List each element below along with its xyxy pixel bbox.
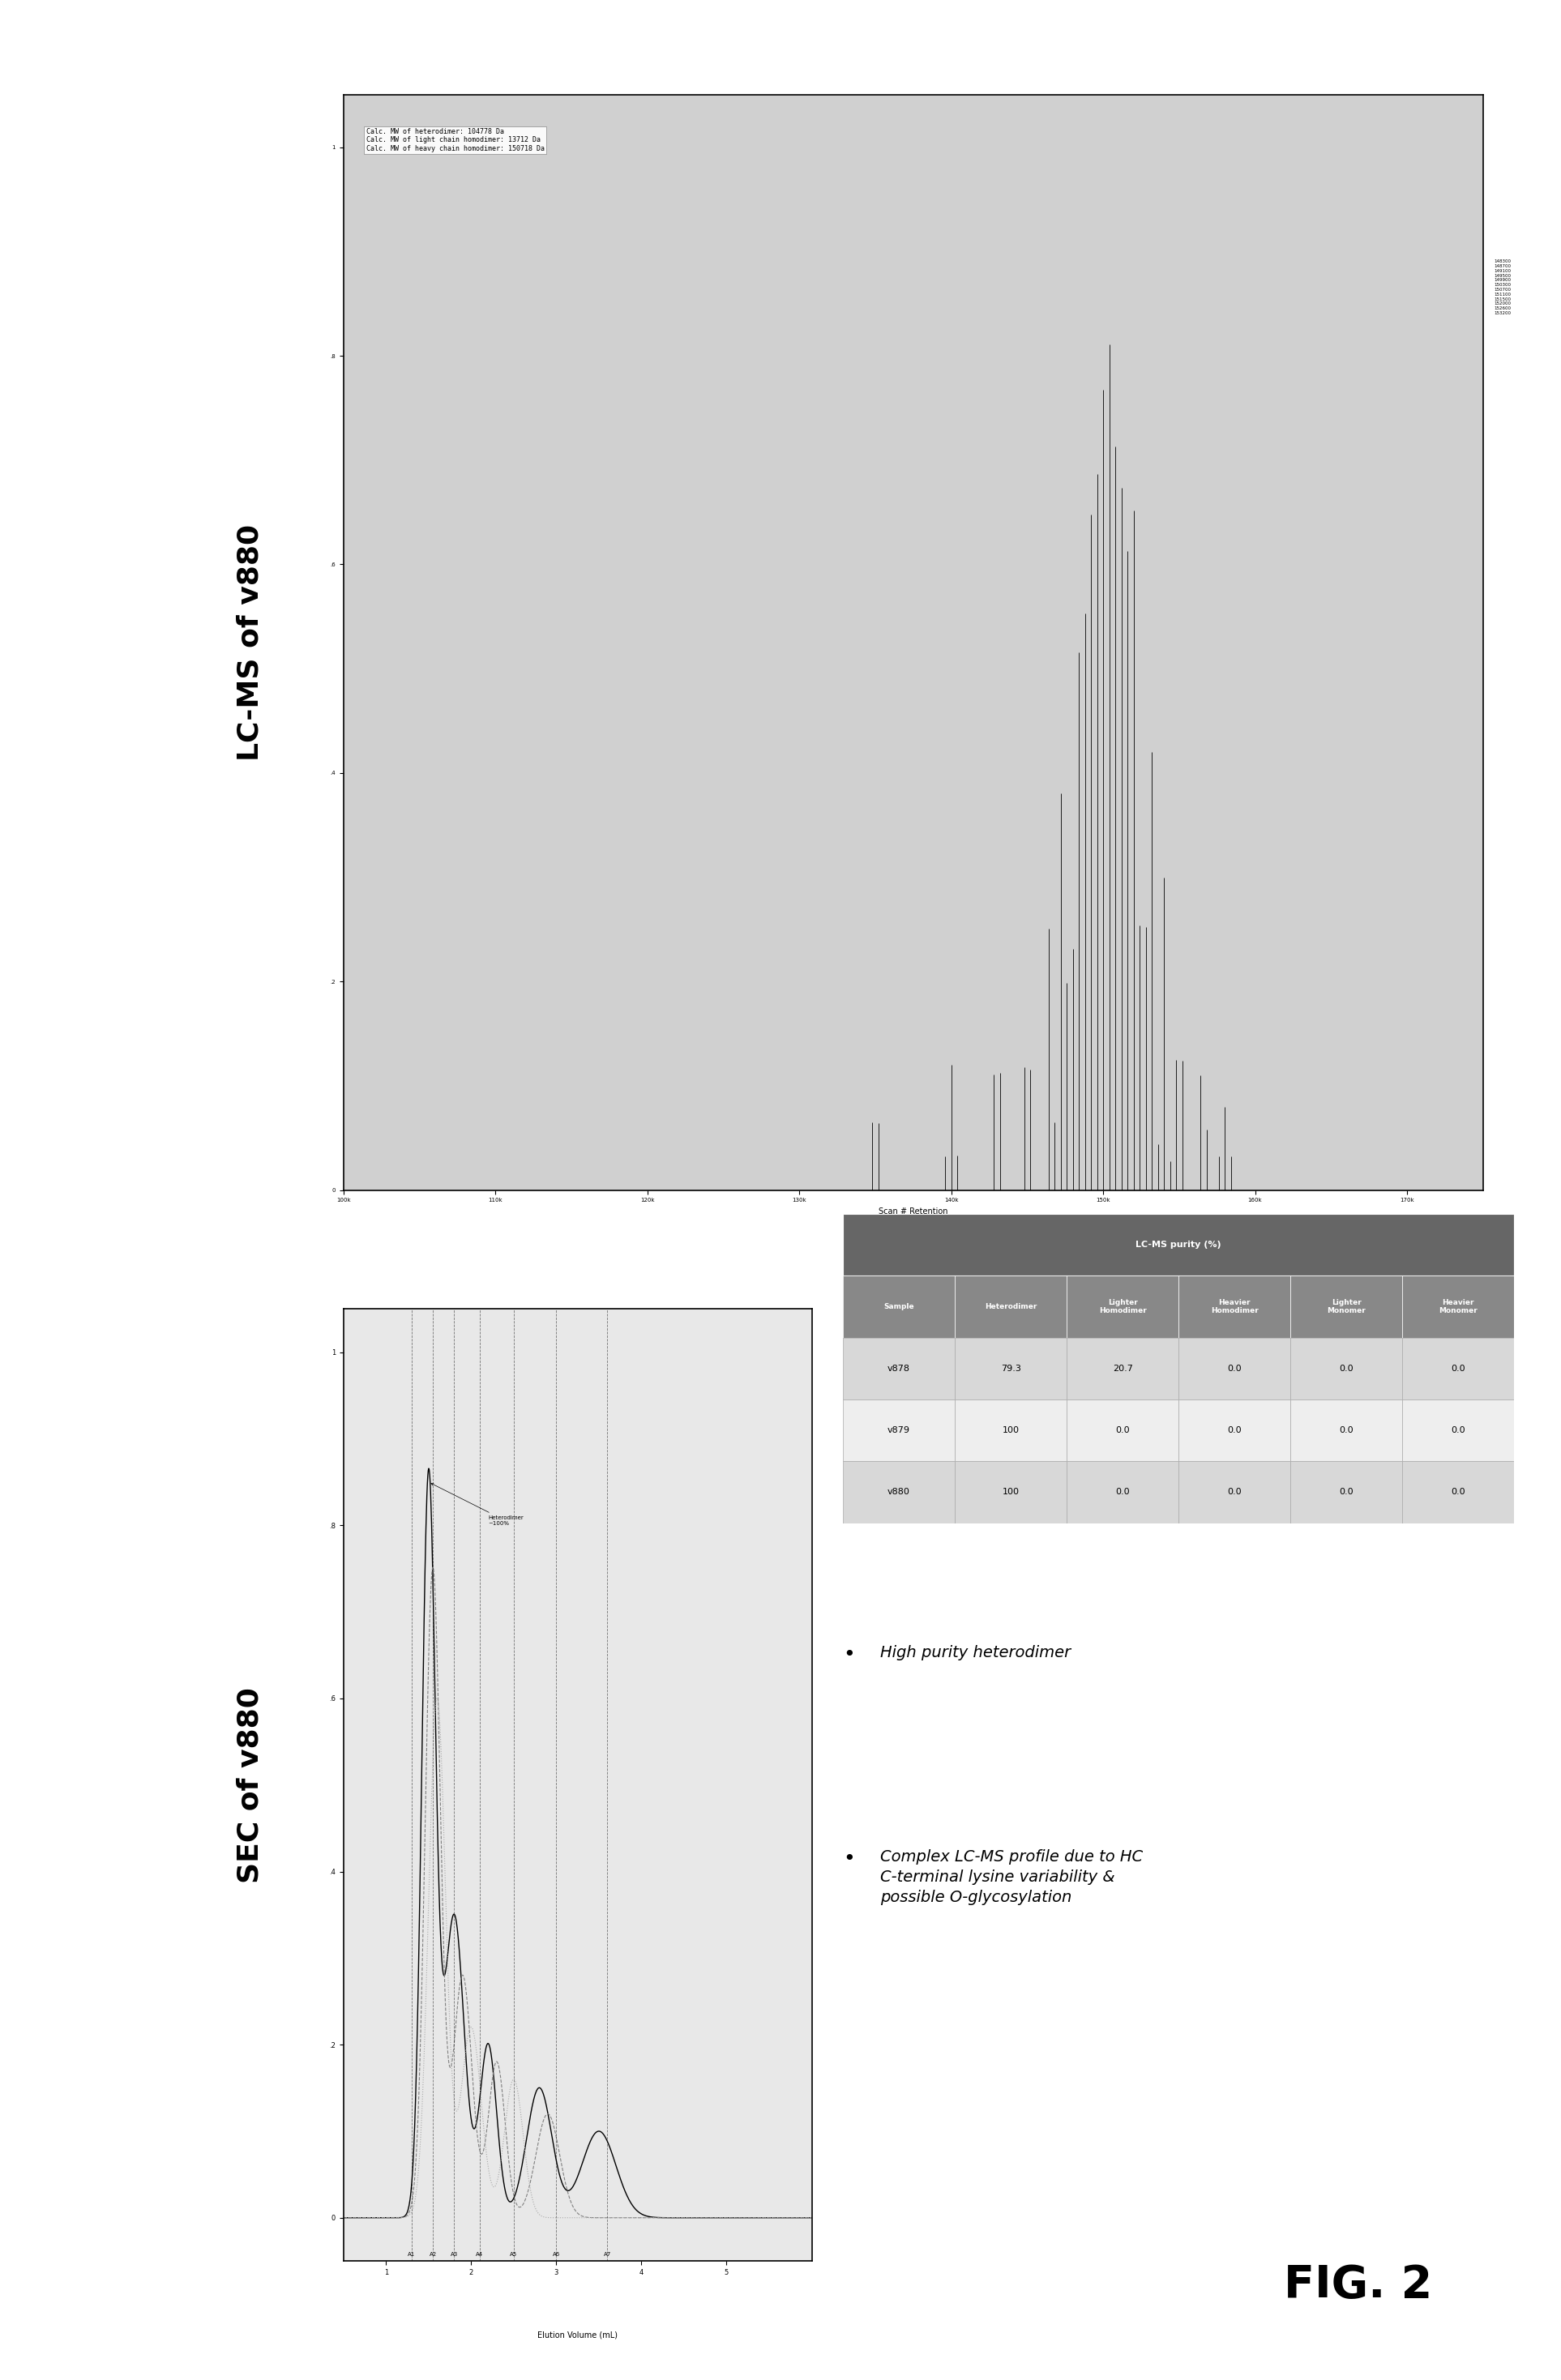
Bar (1179, 1461, 1291, 1523)
Bar (843, 1461, 955, 1523)
Text: 0.0: 0.0 (1227, 1364, 1241, 1373)
Bar (1402, 1399, 1514, 1461)
Text: 0.0: 0.0 (1339, 1364, 1353, 1373)
Bar (1066, 1276, 1179, 1338)
Bar (1291, 1461, 1402, 1523)
Text: 0.0: 0.0 (1116, 1426, 1130, 1435)
Text: Calc. MW of heterodimer: 104778 Da
Calc. MW of light chain homodimer: 13712 Da
C: Calc. MW of heterodimer: 104778 Da Calc.… (367, 129, 545, 152)
Bar (1179, 1399, 1291, 1461)
Bar (955, 1338, 1066, 1399)
Text: LC-MS of v880: LC-MS of v880 (236, 524, 264, 762)
Text: Elution Volume (mL): Elution Volume (mL) (537, 2330, 618, 2340)
Text: 0.0: 0.0 (1116, 1488, 1130, 1497)
Text: A5: A5 (510, 2251, 517, 2256)
Text: A3: A3 (451, 2251, 457, 2256)
Bar (955, 1276, 1066, 1338)
Text: 0.0: 0.0 (1339, 1426, 1353, 1435)
Text: A7: A7 (604, 2251, 610, 2256)
Bar (843, 1338, 955, 1399)
Text: A6: A6 (553, 2251, 560, 2256)
Text: 20.7: 20.7 (1113, 1364, 1133, 1373)
Text: 0.0: 0.0 (1452, 1488, 1466, 1497)
Bar (843, 1214, 1514, 1276)
Bar (955, 1399, 1066, 1461)
Text: •: • (843, 1645, 855, 1664)
Text: A1: A1 (407, 2251, 415, 2256)
Text: Sample: Sample (884, 1302, 915, 1311)
Bar (1402, 1276, 1514, 1338)
Text: 0.0: 0.0 (1452, 1426, 1466, 1435)
Text: 100: 100 (1002, 1488, 1019, 1497)
Text: Heavier
Monomer: Heavier Monomer (1439, 1299, 1478, 1314)
Text: 0.0: 0.0 (1339, 1488, 1353, 1497)
Bar (955, 1461, 1066, 1523)
Text: v880: v880 (888, 1488, 910, 1497)
Text: 100: 100 (1002, 1426, 1019, 1435)
Text: Heavier
Homodimer: Heavier Homodimer (1211, 1299, 1258, 1314)
Text: A4: A4 (476, 2251, 484, 2256)
Bar (1402, 1461, 1514, 1523)
Text: Lighter
Homodimer: Lighter Homodimer (1099, 1299, 1146, 1314)
Text: 0.0: 0.0 (1452, 1364, 1466, 1373)
Text: A2: A2 (429, 2251, 437, 2256)
Text: 79.3: 79.3 (1001, 1364, 1021, 1373)
Bar (1179, 1338, 1291, 1399)
Text: High purity heterodimer: High purity heterodimer (880, 1645, 1071, 1661)
Bar (1066, 1338, 1179, 1399)
Bar (1066, 1461, 1179, 1523)
X-axis label: Scan # Retention: Scan # Retention (879, 1207, 948, 1216)
Bar (843, 1276, 955, 1338)
Text: v878: v878 (888, 1364, 910, 1373)
Bar (1291, 1338, 1402, 1399)
Text: v879: v879 (888, 1426, 910, 1435)
Text: Complex LC-MS profile due to HC
C-terminal lysine variability &
possible O-glyco: Complex LC-MS profile due to HC C-termin… (880, 1849, 1143, 1904)
Bar (1291, 1276, 1402, 1338)
Text: 0.0: 0.0 (1227, 1426, 1241, 1435)
Text: 148300
148700
149100
149500
149900
150300
150700
151100
151500
152000
152600
153: 148300 148700 149100 149500 149900 15030… (1494, 259, 1511, 314)
Bar (1179, 1276, 1291, 1338)
Text: Lighter
Monomer: Lighter Monomer (1327, 1299, 1366, 1314)
Text: 0.0: 0.0 (1227, 1488, 1241, 1497)
Bar (1066, 1399, 1179, 1461)
Bar (1291, 1399, 1402, 1461)
Text: •: • (843, 1849, 855, 1868)
Text: Heterodimer: Heterodimer (985, 1302, 1037, 1311)
Bar (843, 1399, 955, 1461)
Text: FIG. 2: FIG. 2 (1283, 2263, 1433, 2306)
Text: SEC of v880: SEC of v880 (236, 1687, 264, 1883)
Bar (1402, 1338, 1514, 1399)
Text: LC-MS purity (%): LC-MS purity (%) (1136, 1240, 1221, 1250)
Text: Heterodimer
~100%: Heterodimer ~100% (431, 1483, 523, 1526)
